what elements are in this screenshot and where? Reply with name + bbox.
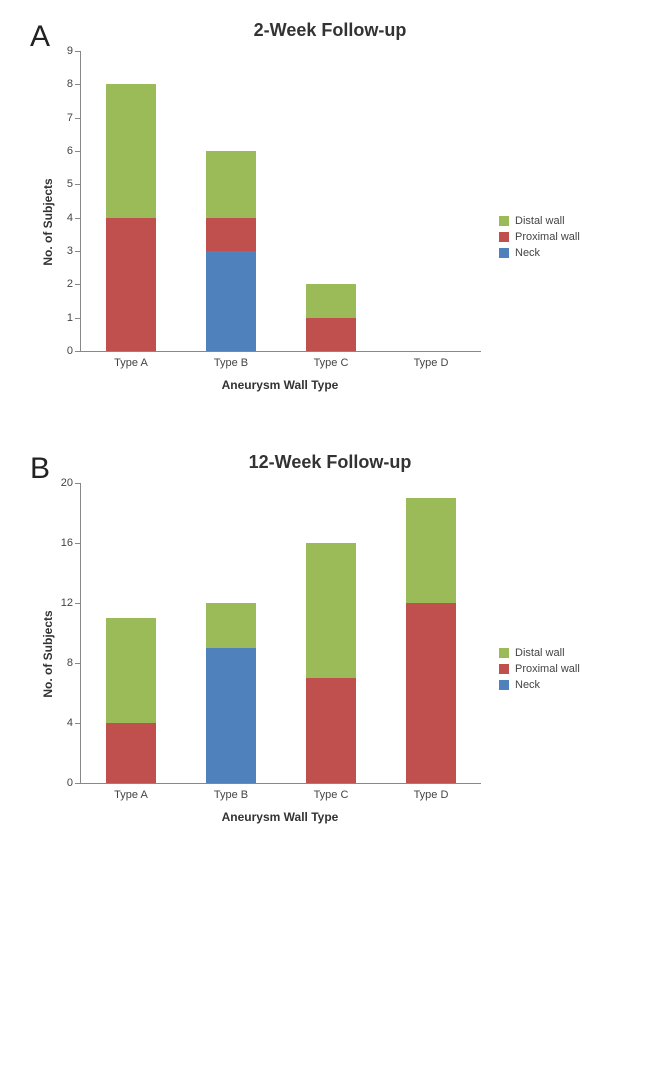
panel-letter: B [30, 452, 50, 486]
bar-column [306, 543, 356, 783]
legend-swatch [499, 248, 509, 258]
panel-letter: A [30, 20, 50, 54]
bar-segment-proximal [106, 218, 156, 351]
legend-item-distal: Distal wall [499, 647, 580, 659]
bars-container [81, 51, 481, 351]
y-tick-label: 2 [67, 278, 81, 290]
bars-container [81, 483, 481, 783]
y-tick-label: 0 [67, 345, 81, 357]
bar-segment-distal [306, 284, 356, 317]
bar-segment-distal [206, 603, 256, 648]
legend-label: Distal wall [515, 647, 565, 659]
chart-area: No. of Subjects048121620Type AType BType… [80, 483, 481, 824]
legend: Distal wall Proximal wall Neck [499, 643, 580, 695]
bar-column [106, 84, 156, 351]
y-tick-label: 8 [67, 78, 81, 90]
legend-item-proximal: Proximal wall [499, 231, 580, 243]
chart-panel: A2-Week Follow-upNo. of Subjects01234567… [10, 20, 659, 392]
legend-label: Proximal wall [515, 231, 580, 243]
y-tick-label: 16 [61, 537, 81, 549]
chart-title: 12-Week Follow-up [70, 452, 590, 473]
chart-area: No. of Subjects0123456789Type AType BTyp… [80, 51, 481, 392]
legend-swatch [499, 648, 509, 658]
y-axis-label: No. of Subjects [41, 610, 55, 697]
y-axis-label: No. of Subjects [41, 178, 55, 265]
legend-item-distal: Distal wall [499, 215, 580, 227]
bar-segment-neck [206, 648, 256, 783]
bar-segment-distal [306, 543, 356, 678]
x-tick-label: Type D [414, 351, 449, 369]
legend-swatch [499, 680, 509, 690]
bar-column [206, 603, 256, 783]
y-tick-label: 12 [61, 597, 81, 609]
y-tick-label: 9 [67, 45, 81, 57]
x-axis-label: Aneurysm Wall Type [80, 378, 480, 392]
y-tick-label: 8 [67, 657, 81, 669]
legend-label: Neck [515, 679, 540, 691]
plot-area: 0123456789Type AType BType CType D [80, 51, 481, 352]
x-tick-label: Type B [214, 783, 248, 801]
legend-swatch [499, 232, 509, 242]
legend-label: Proximal wall [515, 663, 580, 675]
legend-item-neck: Neck [499, 247, 580, 259]
legend-swatch [499, 216, 509, 226]
chart-title: 2-Week Follow-up [70, 20, 590, 41]
x-tick-label: Type D [414, 783, 449, 801]
bar-segment-neck [206, 251, 256, 351]
y-tick-label: 5 [67, 178, 81, 190]
chart-panel: B12-Week Follow-upNo. of Subjects0481216… [10, 452, 659, 824]
x-tick-label: Type B [214, 351, 248, 369]
legend-label: Distal wall [515, 215, 565, 227]
bar-segment-proximal [206, 218, 256, 251]
x-axis-label: Aneurysm Wall Type [80, 810, 480, 824]
x-tick-label: Type C [314, 351, 349, 369]
bar-column [106, 618, 156, 783]
x-tick-label: Type A [114, 783, 148, 801]
chart-wrap: No. of Subjects048121620Type AType BType… [10, 473, 659, 824]
y-tick-label: 4 [67, 717, 81, 729]
bar-segment-proximal [106, 723, 156, 783]
legend-label: Neck [515, 247, 540, 259]
legend-item-neck: Neck [499, 679, 580, 691]
legend-item-proximal: Proximal wall [499, 663, 580, 675]
bar-column [306, 284, 356, 351]
x-tick-label: Type A [114, 351, 148, 369]
bar-segment-distal [406, 498, 456, 603]
y-tick-label: 7 [67, 112, 81, 124]
legend: Distal wall Proximal wall Neck [499, 211, 580, 263]
y-tick-label: 6 [67, 145, 81, 157]
legend-swatch [499, 664, 509, 674]
y-tick-label: 1 [67, 312, 81, 324]
bar-column [206, 151, 256, 351]
bar-segment-distal [106, 618, 156, 723]
bar-column [406, 498, 456, 783]
chart-wrap: No. of Subjects0123456789Type AType BTyp… [10, 41, 659, 392]
bar-segment-proximal [406, 603, 456, 783]
x-tick-label: Type C [314, 783, 349, 801]
y-tick-label: 3 [67, 245, 81, 257]
bar-segment-proximal [306, 318, 356, 351]
y-tick-label: 20 [61, 477, 81, 489]
bar-segment-distal [106, 84, 156, 217]
plot-area: 048121620Type AType BType CType D [80, 483, 481, 784]
bar-segment-proximal [306, 678, 356, 783]
bar-segment-distal [206, 151, 256, 218]
y-tick-label: 0 [67, 777, 81, 789]
y-tick-label: 4 [67, 212, 81, 224]
